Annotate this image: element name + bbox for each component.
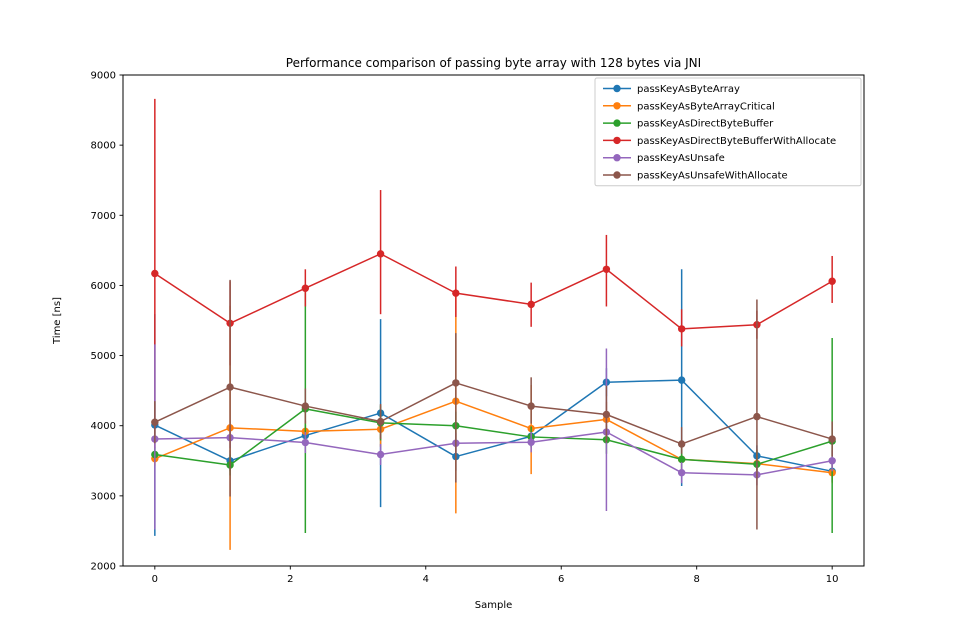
x-tick-label: 8 xyxy=(694,574,700,585)
data-point xyxy=(527,402,535,410)
legend-label: passKeyAsUnsafeWithAllocate xyxy=(637,171,788,182)
data-point xyxy=(602,410,611,419)
legend-item: passKeyAsByteArrayCritical xyxy=(603,101,775,112)
series-passKeyAsDirectByteBuffer xyxy=(151,284,836,534)
series-passKeyAsByteArrayCritical xyxy=(151,288,836,550)
data-point xyxy=(677,325,686,333)
x-tick-label: 10 xyxy=(826,574,839,585)
series-line xyxy=(154,408,833,466)
data-point xyxy=(677,455,686,464)
data-point xyxy=(376,417,385,426)
axes-layer: 0 2 4 6 8 10 2000 3000 4000 5000 6000 7000 8000 9000 xyxy=(91,71,839,586)
series-layer xyxy=(151,98,836,550)
series-line xyxy=(154,379,833,473)
data-point xyxy=(677,469,686,477)
data-point xyxy=(301,438,310,447)
y-tick-label: 9000 xyxy=(91,71,116,82)
data-point xyxy=(753,412,761,421)
data-point xyxy=(527,300,535,309)
data-point xyxy=(376,250,385,258)
y-tick-label: 8000 xyxy=(91,141,116,152)
data-point xyxy=(151,418,159,426)
data-point xyxy=(452,379,460,387)
y-tick-label: 2000 xyxy=(91,562,116,573)
legend-item: passKeyAsUnsafeWithAllocate xyxy=(603,171,788,182)
data-point xyxy=(677,440,686,448)
series-line xyxy=(154,431,833,476)
legend-item: passKeyAsDirectByteBufferWithAllocate xyxy=(603,136,836,147)
data-point xyxy=(677,376,686,384)
data-point xyxy=(602,265,611,273)
legend-label: passKeyAsDirectByteBuffer xyxy=(637,119,774,130)
legend-marker-icon xyxy=(613,171,621,179)
data-point xyxy=(151,269,159,278)
legend-box xyxy=(594,77,862,187)
y-tick-label: 4000 xyxy=(91,421,116,432)
legend-label: passKeyAsByteArrayCritical xyxy=(637,101,775,112)
x-tick-label: 6 xyxy=(558,574,564,585)
legend-marker-icon xyxy=(613,154,621,162)
legend-marker-icon xyxy=(613,136,621,145)
y-axis-label: Time [ns] xyxy=(52,297,63,345)
legend-item: passKeyAsByteArray xyxy=(603,84,740,95)
x-tick-label: 0 xyxy=(152,574,158,585)
legend-label: passKeyAsDirectByteBufferWithAllocate xyxy=(637,136,836,147)
series-line xyxy=(154,253,833,330)
legend-item: passKeyAsUnsafe xyxy=(603,153,725,164)
data-point xyxy=(828,457,836,465)
legend: passKeyAsByteArray passKeyAsByteArrayCrit… xyxy=(594,77,862,187)
x-axis-label: Sample xyxy=(475,600,513,611)
data-point xyxy=(226,383,234,391)
series-passKeyAsByteArray xyxy=(151,269,836,536)
series-passKeyAsUnsafeWithAllocate xyxy=(151,279,836,530)
data-point xyxy=(452,289,460,297)
y-tick-label: 7000 xyxy=(91,211,116,222)
data-point xyxy=(527,438,535,446)
data-point xyxy=(301,402,310,410)
chart-title: Performance comparison of passing byte a… xyxy=(286,56,701,70)
legend-marker-icon xyxy=(613,84,621,93)
legend-marker-icon xyxy=(613,119,621,127)
legend-marker-icon xyxy=(613,102,621,110)
x-tick-label: 2 xyxy=(287,574,293,585)
plot-frame xyxy=(122,74,865,567)
series-passKeyAsUnsafe xyxy=(151,344,836,530)
data-point xyxy=(828,277,836,285)
plot-border xyxy=(122,74,865,567)
series-line xyxy=(154,382,833,445)
legend-item: passKeyAsDirectByteBuffer xyxy=(603,119,774,130)
y-tick-label: 6000 xyxy=(91,281,116,292)
data-point xyxy=(828,435,836,443)
legend-label: passKeyAsUnsafe xyxy=(637,153,725,164)
legend-label: passKeyAsByteArray xyxy=(637,84,740,95)
data-point xyxy=(376,450,385,459)
y-tick-label: 5000 xyxy=(91,351,116,362)
y-tick-label: 3000 xyxy=(91,491,116,502)
data-point xyxy=(301,284,310,292)
x-tick-label: 4 xyxy=(423,574,429,585)
